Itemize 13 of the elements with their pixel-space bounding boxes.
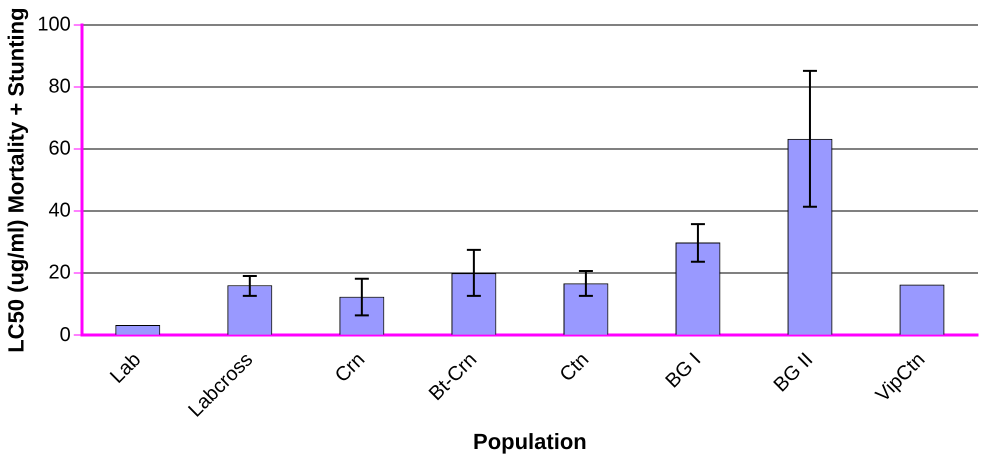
- x-tick-label: Ctn: [556, 348, 594, 386]
- y-tick-label: 0: [60, 324, 71, 346]
- y-tick-label: 60: [48, 138, 71, 160]
- y-tick-label: 40: [48, 200, 71, 222]
- y-tick-label: 80: [48, 76, 71, 98]
- x-tick-label: Lab: [106, 348, 146, 388]
- x-tick-label: Crn: [330, 348, 370, 387]
- y-axis-title: LC50 (ug/ml) Mortality + Stunting: [3, 7, 28, 353]
- y-tick-label: 100: [37, 14, 71, 36]
- y-tick-label: 20: [48, 262, 71, 284]
- x-axis-title: Population: [473, 428, 587, 454]
- x-tick-label: BG I: [662, 348, 706, 392]
- x-tick-label: BG II: [770, 348, 818, 396]
